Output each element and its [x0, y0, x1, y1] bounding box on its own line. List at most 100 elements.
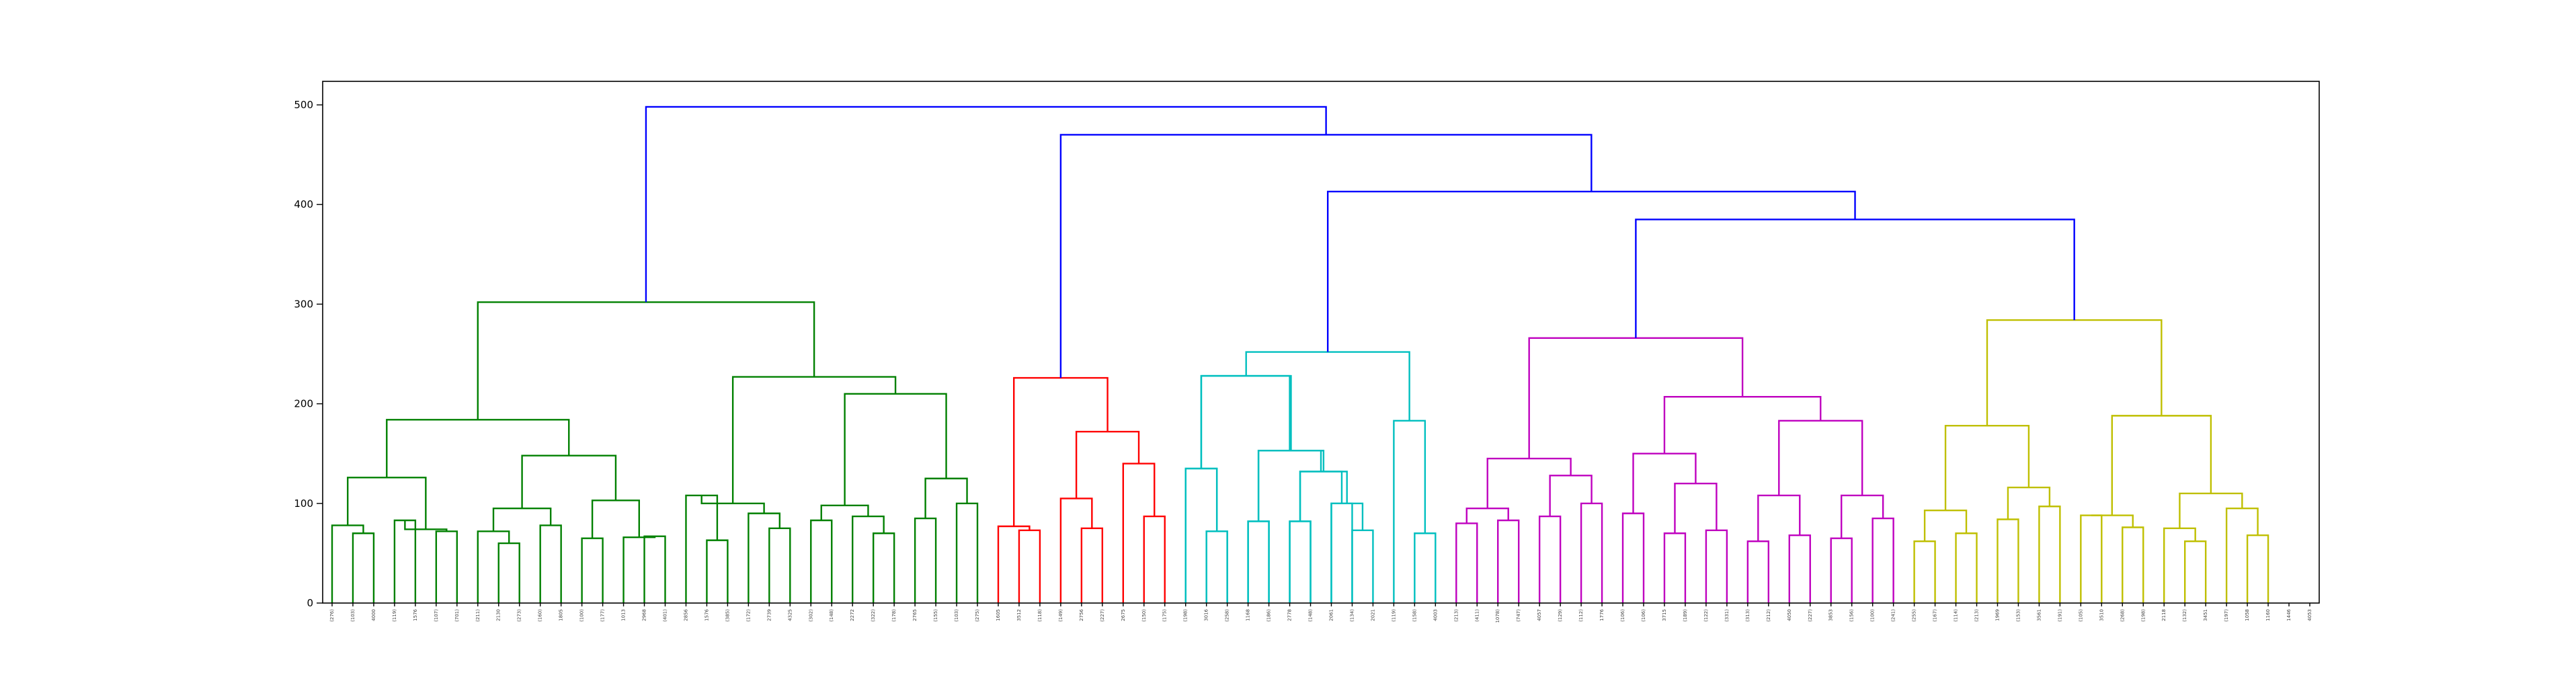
dendrogram-link-44 [1299, 471, 1343, 522]
dendrogram-link-28 [844, 393, 947, 506]
dendrogram-link-0 [352, 532, 375, 603]
dendrogram-link-79 [1528, 337, 1744, 459]
leaf-label-23: (302) [808, 609, 813, 622]
dendrogram-link-22 [872, 532, 895, 603]
leaf-label-51: (119) [1391, 609, 1396, 622]
dendrogram-link-11 [643, 535, 666, 603]
leaf-label-26: (322) [871, 609, 876, 622]
dendrogram-link-54 [1257, 450, 1325, 522]
leaf-label-50: 2021 [1370, 609, 1375, 621]
dendrogram-link-80 [1913, 540, 1936, 603]
dendrogram-link-90 [2183, 540, 2207, 603]
leaf-label-94: 1446 [2286, 608, 2292, 621]
leaf-label-87: (198) [2140, 609, 2146, 622]
dendrogram-link-91 [2163, 527, 2196, 603]
leaf-label-80: 1969 [1995, 609, 2000, 621]
dendrogram-link-9 [492, 508, 552, 532]
dendrogram-link-27 [924, 477, 968, 519]
leaf-label-16: (401) [662, 609, 668, 622]
leaf-label-69: (212) [1766, 609, 1771, 622]
dendrogram-link-64 [1549, 475, 1593, 517]
leaf-label-27: (178) [891, 609, 897, 622]
dendrogram-link-12 [622, 536, 656, 603]
leaf-label-17: 2856 [683, 608, 688, 621]
dendrogram-link-17 [685, 494, 719, 603]
leaf-label-88: 2118 [2161, 609, 2167, 621]
leaf-label-22: 4325 [787, 609, 793, 621]
y-tick-label-400: 400 [294, 198, 313, 210]
leaf-label-55: (411) [1474, 609, 1480, 622]
leaf-label-14: 1013 [621, 609, 627, 621]
dendrogram-link-15 [386, 419, 570, 478]
leaf-label-31: (275) [975, 609, 980, 622]
leaf-label-42: 3016 [1204, 608, 1209, 621]
y-tick-label-0: 0 [307, 597, 313, 609]
dendrogram-link-40 [1184, 467, 1218, 603]
leaf-label-29: (155) [933, 609, 938, 622]
y-tick-label-500: 500 [294, 99, 313, 111]
leaf-label-70: 4050 [1787, 609, 1792, 621]
leaf-label-18: 1576 [704, 608, 709, 621]
dendrogram-link-30 [477, 301, 815, 420]
dendrogram-link-46 [1200, 374, 1291, 469]
dendrogram-link-35 [1143, 515, 1166, 603]
leaf-label-56: 1078) [1495, 609, 1500, 623]
dendrogram-link-45 [1257, 450, 1322, 522]
leaf-label-82: 3561 [2036, 609, 2042, 621]
dendrogram-link-96 [1986, 319, 2163, 426]
leaf-label-86: (268) [2120, 609, 2125, 622]
dendrogram-link-59 [1455, 522, 1478, 603]
dendrogram-link-43 [1330, 502, 1353, 603]
dendrogram-link-62 [1538, 515, 1562, 603]
leaf-label-10: (160) [538, 609, 543, 622]
leaf-label-7: (211) [475, 609, 481, 622]
leaf-label-2: 4000 [371, 609, 376, 621]
leaf-label-28: 2765 [912, 609, 918, 621]
dendrogram-link-50 [1289, 520, 1312, 603]
leaf-label-67: (331) [1724, 609, 1730, 622]
dendrogram-link-6 [497, 542, 520, 603]
x-axis: (276) (103) 4000 (119) 1576 (107) (701) (211) 21… [329, 603, 2312, 623]
dendrogram-link-8 [539, 524, 562, 603]
dendrogram-link-18 [768, 527, 791, 603]
dendrogram-link-23 [852, 515, 885, 603]
dendrogram-link-77 [1778, 420, 1863, 495]
dendrogram-link-66 [1621, 512, 1645, 603]
leaf-label-49: (134) [1349, 609, 1355, 622]
leaf-label-61: 1776 [1599, 608, 1605, 621]
dendrogram-link-94 [2179, 492, 2243, 528]
dendrogram-link-29 [731, 376, 897, 504]
dendrogram-link-95 [2111, 415, 2212, 516]
dendrogram-link-81 [1955, 532, 1978, 603]
dendrogram-link-71 [1746, 540, 1770, 603]
leaf-label-76: (255) [1912, 609, 1917, 622]
dendrogram-link-16 [706, 539, 729, 603]
dendrogram-links [331, 106, 2269, 603]
dendrogram-link-72 [1788, 534, 1811, 603]
dendrogram-link-34 [1059, 497, 1093, 603]
dendrogram-link-65 [1486, 457, 1572, 509]
leaf-label-48: 2061 [1328, 609, 1334, 621]
y-tick-label-300: 300 [294, 298, 313, 310]
leaf-label-73: (156) [1849, 609, 1855, 622]
leaf-label-39: (150) [1141, 609, 1147, 622]
dendrogram-link-73 [1757, 494, 1801, 542]
leaf-label-90: 3451 [2203, 609, 2208, 621]
leaf-label-43: (258) [1225, 609, 1230, 622]
y-tick-label-100: 100 [294, 497, 313, 510]
leaf-label-68: (313) [1745, 609, 1750, 622]
leaf-label-25: 2272 [850, 609, 855, 621]
dendrogram-link-31 [1018, 529, 1041, 603]
dendrogram-link-87 [2080, 514, 2103, 603]
leaf-label-30: (103) [954, 609, 959, 622]
dendrogram-link-55 [1200, 374, 1292, 469]
leaf-label-57: (747) [1516, 609, 1521, 622]
dendrogram-link-19 [748, 512, 781, 603]
leaf-label-12: (100) [579, 609, 585, 622]
dendrogram-link-51 [1351, 529, 1374, 603]
leaf-label-3: (119) [392, 609, 397, 622]
leaf-label-77: (167) [1933, 609, 1938, 622]
leaf-label-66: (122) [1703, 609, 1709, 622]
leaf-label-74: (100) [1870, 609, 1876, 622]
dendrogram-link-24 [820, 504, 869, 520]
